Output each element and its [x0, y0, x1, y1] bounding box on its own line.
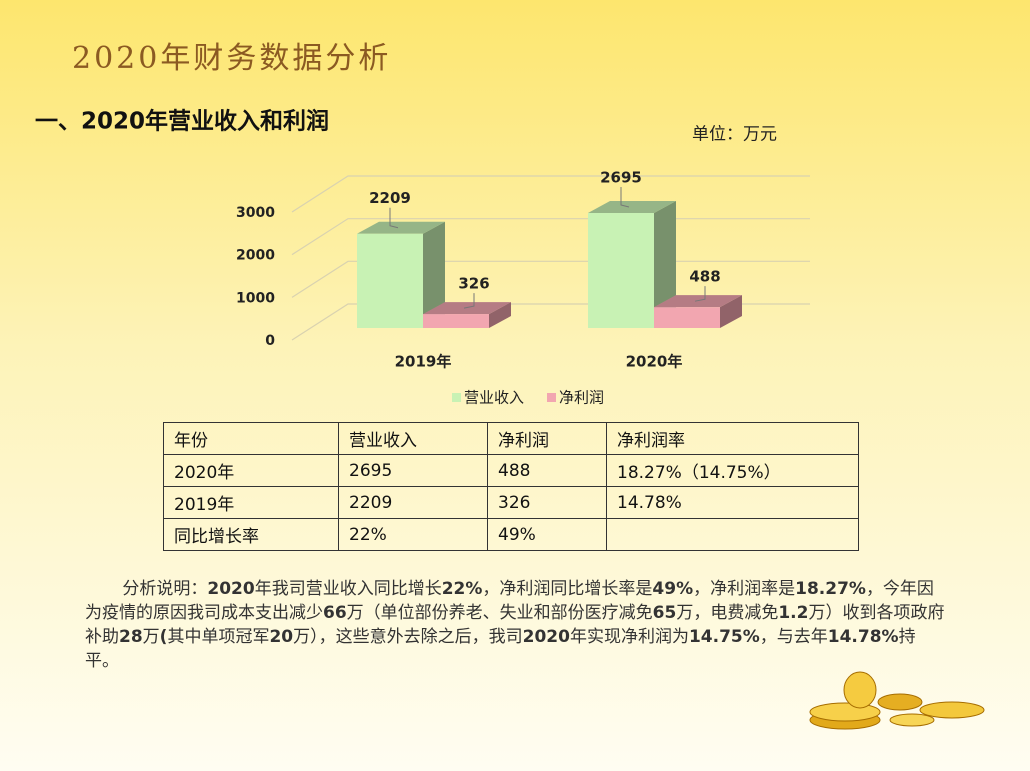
y-tick-label: 0	[265, 333, 275, 349]
analysis-segment: ，今年因为疫情的原因我司成本支出减少	[85, 579, 934, 623]
bar-top	[423, 302, 511, 315]
data-label: 488	[689, 268, 720, 286]
x-tick-label: 2020年	[626, 353, 683, 371]
table-row: 同比增长率 22% 49%	[163, 518, 859, 551]
analysis-segment: 14.75%	[688, 627, 760, 647]
bar-side	[489, 302, 511, 328]
bar	[588, 213, 654, 328]
section-heading: 一、2020年营业收入和利润	[35, 108, 329, 135]
analysis-segment: 万），这些意外去除之后，我司	[293, 627, 523, 647]
data-label: 2695	[600, 169, 642, 187]
bar	[423, 314, 489, 328]
data-label: 326	[458, 275, 489, 293]
table-cell: 22%	[338, 518, 488, 551]
bar-side-shade	[423, 221, 445, 328]
bar-top-shade	[654, 295, 742, 308]
table-cell: 净利润	[487, 422, 607, 455]
analysis-segment: 22%	[441, 579, 483, 599]
table-row: 2019年 2209 326 14.78%	[163, 486, 859, 519]
analysis-text: 分析说明：2020年我司营业收入同比增长22%，净利润同比增长率是49%，净利润…	[85, 577, 945, 673]
bar-side	[720, 295, 742, 328]
analysis-segment: 20	[269, 627, 294, 647]
table-cell: 49%	[487, 518, 607, 551]
table-cell: 2209	[338, 486, 488, 519]
table-cell: 14.78%	[606, 486, 859, 519]
analysis-segment: 年我司营业收入同比增长	[254, 579, 442, 599]
coins	[809, 671, 985, 730]
analysis-segment: 2020	[522, 627, 570, 647]
table-cell	[606, 518, 859, 551]
analysis-segment: (	[159, 627, 168, 647]
analysis-segment: 18.27%	[795, 579, 866, 599]
bar-top	[588, 201, 676, 214]
table-cell: 2020年	[163, 454, 339, 487]
unit-label: 单位：万元	[692, 125, 777, 145]
analysis-segment: 分析说明：	[122, 579, 208, 599]
label-leader	[463, 293, 475, 309]
analysis-segment: 万）收到各项政府补助	[85, 603, 945, 647]
y-tick-label: 2000	[236, 248, 275, 264]
table-cell: 营业收入	[338, 422, 488, 455]
bar-side-shade	[720, 295, 742, 328]
analysis-segment: 14.78%	[827, 627, 899, 647]
grid-line	[291, 175, 810, 213]
analysis-segment: 65	[652, 603, 677, 623]
analysis-segment: 万	[142, 627, 160, 647]
table-row: 2020年 2695 488 18.27%（14.75%）	[163, 454, 859, 487]
legend-swatch	[547, 393, 556, 402]
x-tick-label: 2019年	[395, 353, 452, 371]
bar-top-shade	[588, 201, 676, 214]
bar-top	[357, 221, 445, 234]
bar-side	[654, 201, 676, 328]
legend-swatch	[452, 393, 461, 402]
analysis-segment: ，净利润同比增长率是	[482, 579, 653, 599]
analysis-segment: 年实现净利润为	[569, 627, 689, 647]
bar-side-shade	[654, 201, 676, 328]
analysis-segment: 万（单位部份养老、失业和部份医疗减免	[346, 603, 653, 623]
data-table: 年份 营业收入 净利润 净利润率 2020年 2695 488 18.27%（14.75%） 2…	[163, 422, 859, 551]
label-leader	[694, 286, 706, 302]
table-cell: 年份	[163, 422, 339, 455]
analysis-segment: 2020	[207, 579, 255, 599]
analysis-segment: 其中单项冠军	[167, 627, 270, 647]
bar-side-shade	[489, 302, 511, 328]
analysis-segment: ，与去年	[759, 627, 828, 647]
table-cell: 2019年	[163, 486, 339, 519]
bar	[654, 307, 720, 328]
analysis-segment: ，净利润率是	[693, 579, 796, 599]
bar-top-shade	[423, 302, 511, 315]
bar	[357, 233, 423, 328]
table-cell: 同比增长率	[163, 518, 339, 551]
data-label: 2209	[369, 189, 411, 207]
analysis-segment: 万，电费减免	[676, 603, 779, 623]
table-cell: 326	[487, 486, 607, 519]
bar-side	[423, 221, 445, 328]
analysis-segment: 28	[119, 627, 143, 647]
table-cell: 2695	[338, 454, 488, 487]
label-leader	[620, 187, 630, 208]
table-cell: 488	[487, 454, 607, 487]
legend-label: 净利润	[559, 389, 604, 407]
analysis-segment: 持平。	[85, 627, 916, 671]
label-leader	[389, 207, 399, 229]
analysis-segment: 49%	[652, 579, 694, 599]
table-row: 年份 营业收入 净利润 净利润率	[163, 422, 859, 455]
y-tick-label: 1000	[236, 290, 275, 306]
bar-top-shade	[357, 221, 445, 234]
analysis-segment: 1.2	[778, 603, 809, 623]
y-tick-label: 3000	[236, 205, 275, 221]
slide-title: 2020年财务数据分析	[72, 41, 391, 76]
table-cell: 18.27%（14.75%）	[606, 454, 859, 487]
bar-top	[654, 295, 742, 308]
table-cell: 净利润率	[606, 422, 859, 455]
legend-label: 营业收入	[464, 389, 524, 407]
analysis-segment: 66	[323, 603, 347, 623]
